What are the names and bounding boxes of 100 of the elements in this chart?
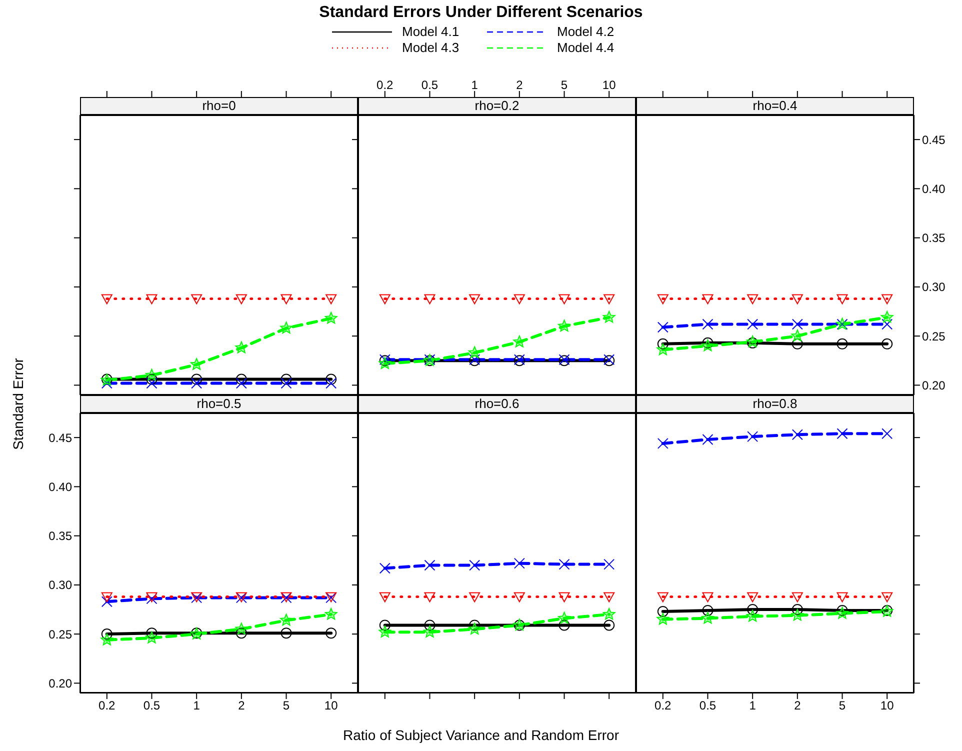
x-axis-title: Ratio of Subject Variance and Random Error [342, 727, 620, 743]
point [468, 622, 481, 634]
point [558, 294, 570, 304]
point [657, 294, 668, 304]
x-tick-label: 10 [880, 698, 894, 713]
point [280, 374, 292, 385]
point [326, 374, 337, 385]
point [101, 596, 112, 608]
point [236, 374, 247, 385]
point [424, 626, 436, 638]
point [558, 320, 570, 332]
chart-subtitle: rho=0.8 [636, 395, 914, 413]
x-tick-label: 0.2 [376, 78, 394, 92]
point [191, 294, 202, 304]
y-tick-label: 0.35 [48, 529, 72, 544]
point [514, 558, 525, 569]
point [379, 294, 390, 304]
point [792, 604, 803, 615]
point [190, 358, 203, 370]
y-tick-label: 0.40 [922, 182, 946, 196]
point [379, 620, 390, 631]
point [424, 620, 436, 631]
point [424, 592, 436, 602]
point [836, 294, 848, 304]
point [702, 612, 714, 624]
point [146, 294, 158, 304]
point [558, 620, 570, 631]
point [236, 628, 247, 639]
chart-title: Standard Errors Under Different Scenarios [318, 4, 644, 22]
point [604, 558, 615, 570]
point [746, 610, 759, 622]
point [602, 310, 616, 323]
point [424, 294, 436, 304]
point [558, 612, 570, 624]
y-tick-label: 0.20 [48, 676, 72, 690]
x-tick-label: 1 [193, 698, 200, 713]
point [702, 604, 714, 616]
point [514, 592, 525, 602]
point [747, 318, 758, 330]
point [882, 338, 893, 350]
point [326, 378, 337, 389]
point [882, 428, 893, 440]
point [378, 357, 392, 369]
point [791, 608, 804, 621]
point [101, 294, 112, 304]
point [146, 374, 158, 385]
point [702, 339, 714, 352]
y-tick-label: 0.25 [48, 627, 72, 642]
y-tick-label: 0.20 [922, 378, 946, 392]
point [514, 294, 525, 304]
x-tick-label: 1 [749, 698, 756, 713]
point [747, 431, 758, 442]
point [469, 294, 480, 304]
point [326, 628, 337, 639]
point [280, 614, 292, 626]
point [702, 592, 714, 602]
point [324, 312, 338, 324]
x-tick-label: 0.5 [699, 698, 716, 713]
legend-label: Model 4.1 [402, 24, 460, 40]
point [604, 592, 615, 602]
x-tick-label: 0.5 [421, 78, 438, 92]
point [657, 438, 668, 449]
y-tick-label: 0.30 [922, 280, 946, 294]
point [513, 335, 526, 348]
point [280, 322, 292, 334]
point [836, 592, 848, 602]
point [101, 592, 112, 602]
x-tick-label: 5 [282, 698, 290, 713]
point [882, 294, 893, 304]
x-tick-label: 0.2 [654, 698, 672, 713]
x-tick-label: 5 [838, 698, 846, 713]
x-tick-label: 1 [471, 78, 478, 92]
y-tick-label: 0.30 [48, 578, 72, 592]
point [146, 631, 158, 644]
point [324, 608, 338, 620]
legend-label: Model 4.2 [557, 24, 614, 40]
point [657, 322, 668, 333]
point [146, 378, 158, 389]
point [236, 294, 247, 304]
chart-subtitle: rho=0.2 [358, 97, 636, 115]
point [236, 378, 247, 389]
point [280, 628, 292, 639]
point [747, 294, 758, 304]
point [602, 608, 616, 620]
point [468, 346, 481, 358]
x-tick-label: 0.5 [143, 698, 160, 713]
point [657, 592, 668, 602]
point [101, 378, 112, 389]
point [235, 622, 248, 634]
point [280, 378, 292, 389]
point [702, 337, 714, 348]
point [604, 620, 615, 631]
point [836, 606, 848, 619]
y-tick-label: 0.35 [922, 231, 946, 246]
point [836, 604, 848, 616]
point [191, 378, 202, 389]
point [702, 294, 714, 304]
point [469, 620, 480, 631]
chart-subtitle: rho=0.4 [636, 97, 914, 115]
point [882, 592, 893, 602]
